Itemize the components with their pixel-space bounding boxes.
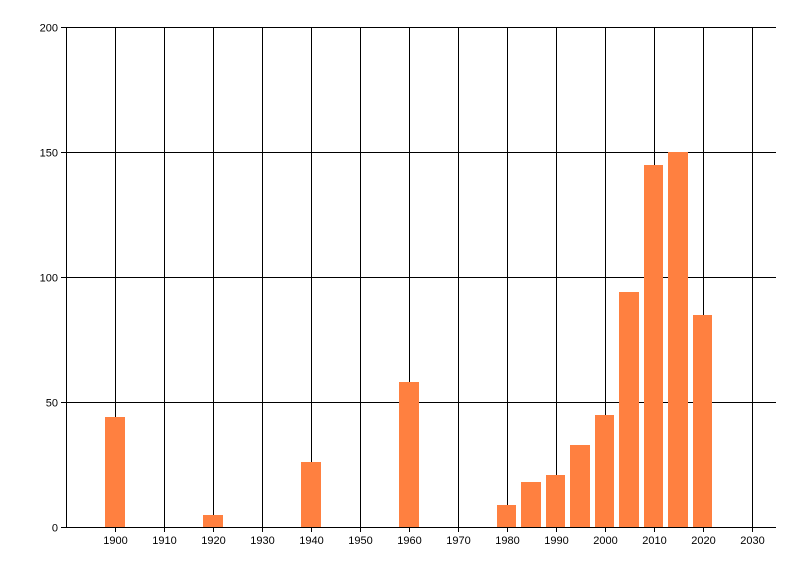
- x-tick-label: 2010: [642, 535, 666, 547]
- bar-2020: [693, 315, 712, 527]
- x-tick-label: 1900: [103, 535, 127, 547]
- x-tick-label: 1930: [250, 535, 274, 547]
- bar-1980: [497, 505, 516, 527]
- bar-1920: [203, 515, 223, 527]
- bar-2005: [619, 292, 639, 527]
- bar-1985: [521, 482, 541, 527]
- bar-2015: [668, 152, 688, 527]
- bar-1940: [301, 462, 321, 527]
- tick-labels: 1900 1910 1920 1930 1940 1950 1960 1970 1980 1990…: [40, 23, 765, 548]
- x-tick-label: 1970: [446, 535, 470, 547]
- y-tick-label: 150: [40, 148, 58, 160]
- axes: [61, 27, 776, 532]
- x-tick-label: 1980: [495, 535, 519, 547]
- bar-1995: [570, 445, 590, 527]
- bar-2000: [595, 415, 614, 527]
- y-tick-label: 0: [52, 523, 58, 535]
- x-tick-label: 1920: [201, 535, 225, 547]
- x-tick-label: 1940: [299, 535, 323, 547]
- x-tick-label: 1910: [152, 535, 176, 547]
- y-tick-label: 100: [40, 273, 58, 285]
- bar-1960: [399, 382, 419, 527]
- grid: [66, 27, 776, 528]
- bar-1990: [546, 475, 565, 527]
- x-tick-label: 1960: [397, 535, 421, 547]
- y-tick-label: 50: [46, 398, 58, 410]
- x-tick-label: 2000: [593, 535, 617, 547]
- y-tick-label: 200: [40, 23, 58, 35]
- x-tick-label: 2020: [691, 535, 715, 547]
- x-tick-label: 2030: [740, 535, 764, 547]
- x-tick-label: 1950: [348, 535, 372, 547]
- bar-1900: [105, 417, 125, 527]
- x-tick-label: 1990: [544, 535, 568, 547]
- bars: [105, 152, 712, 527]
- bar-2010: [644, 165, 663, 527]
